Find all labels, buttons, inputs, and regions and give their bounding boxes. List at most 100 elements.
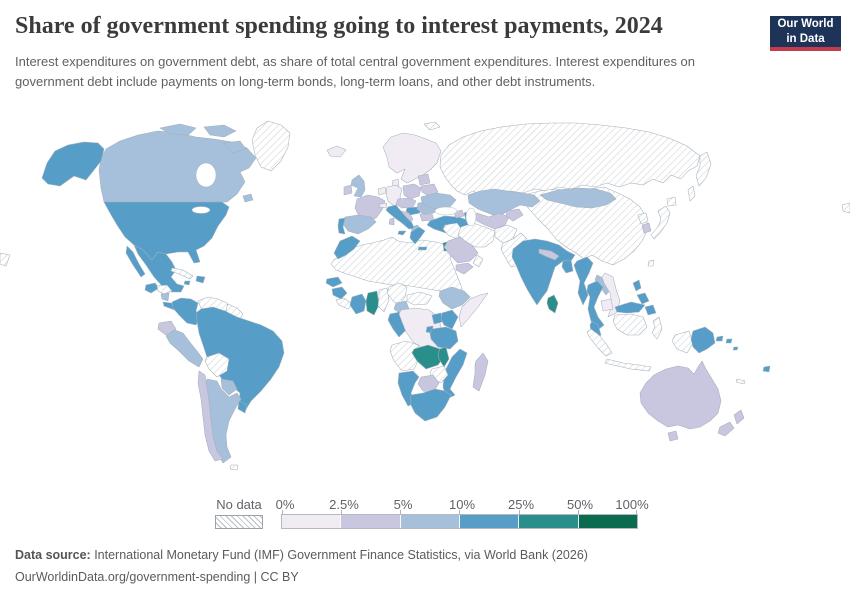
- region-philippines[interactable]: [636, 292, 650, 305]
- region-australia[interactable]: [639, 360, 722, 430]
- region-benelux[interactable]: [377, 186, 387, 196]
- region-iran[interactable]: [457, 222, 496, 248]
- region-chile[interactable]: [197, 370, 224, 462]
- region-guatemala[interactable]: [144, 282, 160, 294]
- region-south-africa[interactable]: [409, 388, 452, 422]
- region-new-britain[interactable]: [715, 335, 724, 342]
- region-map-edge-west[interactable]: [0, 252, 11, 267]
- region-zambia[interactable]: [411, 344, 445, 370]
- region-nicaragua[interactable]: [160, 292, 170, 302]
- region-oman[interactable]: [472, 254, 484, 268]
- legend-band-5-10[interactable]: [400, 515, 460, 528]
- region-peru[interactable]: [165, 329, 204, 368]
- region-greece[interactable]: [409, 226, 426, 245]
- region-newfoundland[interactable]: [242, 193, 254, 203]
- region-sri-lanka[interactable]: [546, 294, 559, 314]
- region-ghana[interactable]: [365, 290, 380, 316]
- region-italy[interactable]: [385, 204, 415, 230]
- region-nepal[interactable]: [538, 248, 560, 261]
- region-fiji[interactable]: [762, 365, 771, 373]
- region-cambodia[interactable]: [600, 298, 614, 312]
- region-myanmar[interactable]: [573, 256, 594, 306]
- region-russia[interactable]: [439, 122, 701, 197]
- region-uruguay[interactable]: [237, 400, 248, 414]
- region-greenland[interactable]: [251, 120, 291, 172]
- region-brazil[interactable]: [195, 306, 285, 412]
- region-papua-new-guinea[interactable]: [690, 326, 716, 354]
- region-sicily[interactable]: [397, 230, 407, 236]
- region-denmark[interactable]: [391, 178, 400, 188]
- region-malaysia-borneo[interactable]: [614, 301, 646, 314]
- legend-band-50-100[interactable]: [578, 515, 637, 528]
- region-yemen[interactable]: [455, 262, 474, 275]
- region-sierra-leone-liberia[interactable]: [335, 297, 353, 310]
- region-mozambique[interactable]: [442, 348, 468, 400]
- region-bulgaria[interactable]: [419, 213, 435, 222]
- region-jamaica[interactable]: [183, 280, 191, 286]
- region-thailand[interactable]: [586, 280, 605, 330]
- region-uganda[interactable]: [431, 312, 443, 325]
- region-cuba[interactable]: [170, 267, 194, 280]
- region-canada-island[interactable]: [223, 140, 247, 154]
- region-czechia-austria[interactable]: [395, 197, 417, 209]
- region-honduras[interactable]: [156, 284, 173, 295]
- region-sahara-states[interactable]: [330, 236, 463, 296]
- region-japan[interactable]: [650, 205, 671, 240]
- region-solomon-islands[interactable]: [725, 338, 733, 344]
- region-baja[interactable]: [125, 245, 146, 278]
- region-ethiopia[interactable]: [438, 286, 471, 310]
- region-nz-south-island[interactable]: [717, 421, 735, 437]
- region-ivory-coast[interactable]: [349, 293, 367, 315]
- region-west-papua[interactable]: [671, 330, 694, 354]
- region-kenya[interactable]: [440, 309, 459, 330]
- region-nigeria[interactable]: [386, 282, 408, 306]
- region-new-caledonia[interactable]: [735, 378, 746, 385]
- region-poland[interactable]: [402, 183, 422, 200]
- region-canada[interactable]: [98, 130, 257, 203]
- region-ukraine[interactable]: [420, 192, 457, 211]
- region-north-korea[interactable]: [637, 212, 649, 225]
- region-java[interactable]: [604, 358, 652, 372]
- region-kamchatka[interactable]: [695, 151, 712, 187]
- region-tasmania[interactable]: [667, 430, 679, 442]
- region-falkland-islands[interactable]: [229, 464, 239, 471]
- region-canada-island[interactable]: [203, 124, 237, 138]
- legend-band-2.5-5[interactable]: [341, 515, 401, 528]
- region-tanzania[interactable]: [429, 326, 459, 350]
- region-ireland[interactable]: [343, 184, 353, 196]
- region-sulawesi[interactable]: [651, 316, 663, 340]
- region-taiwan[interactable]: [647, 259, 655, 267]
- region-ecuador[interactable]: [157, 320, 177, 336]
- region-nordics[interactable]: [382, 132, 442, 184]
- region-india[interactable]: [511, 238, 576, 306]
- region-hokkaido[interactable]: [666, 196, 677, 207]
- region-corsica[interactable]: [388, 217, 395, 226]
- region-canada-island[interactable]: [159, 123, 197, 136]
- region-sakhalin[interactable]: [687, 185, 696, 202]
- region-somalia[interactable]: [458, 292, 489, 328]
- region-nz-north-island[interactable]: [733, 409, 745, 425]
- legend-no-data-swatch[interactable]: [215, 515, 263, 529]
- region-solomon-islands[interactable]: [732, 346, 739, 351]
- region-map-edge-east[interactable]: [841, 202, 850, 214]
- legend-band-0-2.5[interactable]: [282, 515, 342, 528]
- region-france[interactable]: [354, 194, 386, 223]
- region-iceland[interactable]: [326, 145, 347, 158]
- region-colombia[interactable]: [171, 297, 201, 326]
- region-malawi[interactable]: [437, 346, 450, 368]
- region-switzerland[interactable]: [378, 202, 388, 209]
- region-mongolia[interactable]: [539, 187, 617, 209]
- region-hungary[interactable]: [405, 206, 421, 216]
- region-portugal[interactable]: [337, 217, 346, 235]
- region-sumatra[interactable]: [586, 328, 613, 357]
- region-paraguay[interactable]: [220, 378, 238, 396]
- region-united-kingdom[interactable]: [350, 174, 366, 198]
- region-vietnam[interactable]: [601, 272, 621, 318]
- region-senegal[interactable]: [325, 276, 343, 288]
- region-baltics[interactable]: [417, 173, 431, 186]
- region-bangladesh[interactable]: [561, 259, 574, 274]
- region-kazakhstan[interactable]: [467, 188, 541, 218]
- region-madagascar[interactable]: [472, 352, 489, 392]
- region-usa[interactable]: [103, 201, 230, 264]
- region-guinea[interactable]: [331, 286, 348, 300]
